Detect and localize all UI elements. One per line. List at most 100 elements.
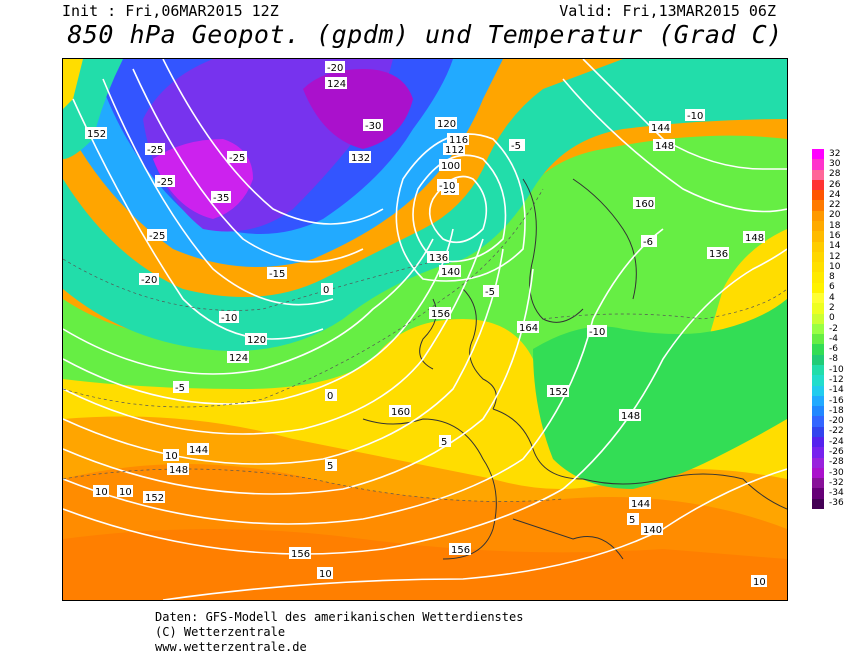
color-scale-segment — [812, 467, 824, 479]
color-scale-label: -14 — [829, 385, 844, 396]
color-scale-segment — [812, 457, 824, 469]
color-scale-label: -36 — [829, 498, 844, 509]
geopot-label: 164 — [519, 323, 538, 334]
temp-label: -25 — [147, 145, 163, 156]
color-scale-segment — [812, 169, 824, 181]
temp-label: -6 — [643, 237, 653, 248]
color-scale-segment — [812, 354, 824, 366]
geopot-label: 152 — [87, 129, 106, 140]
color-scale-segment — [812, 221, 824, 232]
color-scale-segment — [812, 385, 824, 397]
color-scale-label: -2 — [829, 323, 838, 334]
color-scale-label: -18 — [829, 405, 844, 416]
color-scale-label: 30 — [829, 158, 841, 169]
geopot-label: 148 — [169, 465, 188, 476]
color-scale-label: 16 — [829, 230, 841, 241]
color-scale-label: -16 — [829, 395, 844, 406]
temp-label: -20 — [141, 275, 157, 286]
color-scale-segment — [812, 334, 824, 345]
color-scale-label: -22 — [829, 426, 844, 437]
color-scale-label: 12 — [829, 251, 841, 262]
color-scale-label: 10 — [829, 261, 841, 272]
color-scale-label: 20 — [829, 210, 841, 221]
temp-label: 10 — [119, 487, 132, 498]
valid-time: Valid: Fri,13MAR2015 06Z — [559, 2, 776, 20]
temp-label: 5 — [441, 437, 447, 448]
color-scale-segment — [812, 447, 824, 459]
temp-label: -30 — [365, 121, 381, 132]
color-scale-segment — [812, 498, 824, 510]
color-scale-segment — [812, 179, 824, 191]
geopot-label: 120 — [437, 119, 456, 130]
geopot-label: 156 — [451, 545, 470, 556]
temp-label: -5 — [175, 383, 185, 394]
color-scale-segment — [812, 210, 824, 222]
geopot-label: 116 — [449, 135, 468, 146]
geopot-label: 136 — [709, 249, 728, 260]
color-scale-label: 6 — [829, 282, 835, 293]
geopot-label: 144 — [189, 445, 208, 456]
color-scale-label: 22 — [829, 200, 841, 211]
geopot-label: 152 — [549, 387, 568, 398]
color-scale-label: 26 — [829, 179, 841, 190]
color-scale-label: -30 — [829, 467, 844, 478]
geopot-label: 120 — [247, 335, 266, 346]
temp-label: 0 — [323, 285, 329, 296]
color-scale-segment — [812, 365, 824, 376]
color-scale-label: -32 — [829, 477, 844, 488]
color-scale-segment — [812, 303, 824, 315]
color-scale-label: 4 — [829, 292, 835, 303]
color-scale-segment — [812, 406, 824, 417]
geopot-label: 140 — [441, 267, 460, 278]
color-scale-label: -8 — [829, 354, 838, 365]
temp-label: -5 — [485, 287, 495, 298]
color-scale-label: 0 — [829, 313, 835, 324]
color-scale-segment — [812, 313, 824, 325]
color-scale-label: 8 — [829, 272, 835, 283]
color-scale-segment — [812, 437, 824, 448]
color-scale-segment — [812, 395, 824, 407]
color-scale — [812, 149, 824, 510]
color-scale-label: -26 — [829, 446, 844, 457]
geopot-label: 152 — [145, 493, 164, 504]
temp-label: -35 — [213, 193, 229, 204]
geopot-label: 156 — [431, 309, 450, 320]
color-scale-segment — [812, 293, 824, 304]
color-scale-segment — [812, 282, 824, 294]
temp-label: -25 — [149, 231, 165, 242]
color-scale-segment — [812, 262, 824, 273]
temp-label: 5 — [327, 461, 333, 472]
color-scale-label: -12 — [829, 374, 844, 385]
color-scale-label: -28 — [829, 457, 844, 468]
geopot-label: 160 — [635, 199, 654, 210]
geopot-label: 132 — [351, 153, 370, 164]
color-scale-label: 14 — [829, 241, 841, 252]
geopot-label: 124 — [229, 353, 248, 364]
color-scale-label: -20 — [829, 416, 844, 427]
color-scale-label: 32 — [829, 148, 841, 159]
footer-source: Daten: GFS-Modell des amerikanischen Wet… — [155, 610, 524, 624]
temp-label: 10 — [95, 487, 108, 498]
geopot-label: 112 — [445, 145, 464, 156]
color-scale-segment — [812, 159, 824, 171]
color-scale-label: -6 — [829, 344, 838, 355]
temp-label: -20 — [327, 63, 343, 74]
color-scale-segment — [812, 231, 824, 243]
geopot-label: 124 — [327, 79, 346, 90]
color-scale-segment — [812, 416, 824, 428]
color-scale-segment — [812, 241, 824, 253]
footer-url[interactable]: www.wetterzentrale.de — [155, 640, 307, 654]
color-scale-segment — [812, 190, 824, 201]
geopot-label: 148 — [655, 141, 674, 152]
weather-map: 152 124 120 116 112 100 96 132 136 140 1… — [62, 58, 788, 601]
temp-label: 10 — [165, 451, 178, 462]
color-scale-label: 18 — [829, 220, 841, 231]
geopot-label: 100 — [441, 161, 460, 172]
init-time: Init : Fri,06MAR2015 12Z — [62, 2, 279, 20]
temp-label: -10 — [687, 111, 703, 122]
temp-label: -25 — [157, 177, 173, 188]
geopot-label: 148 — [745, 233, 764, 244]
color-scale-label: 28 — [829, 169, 841, 180]
geopot-label: 140 — [643, 525, 662, 536]
color-scale-segment — [812, 488, 824, 500]
